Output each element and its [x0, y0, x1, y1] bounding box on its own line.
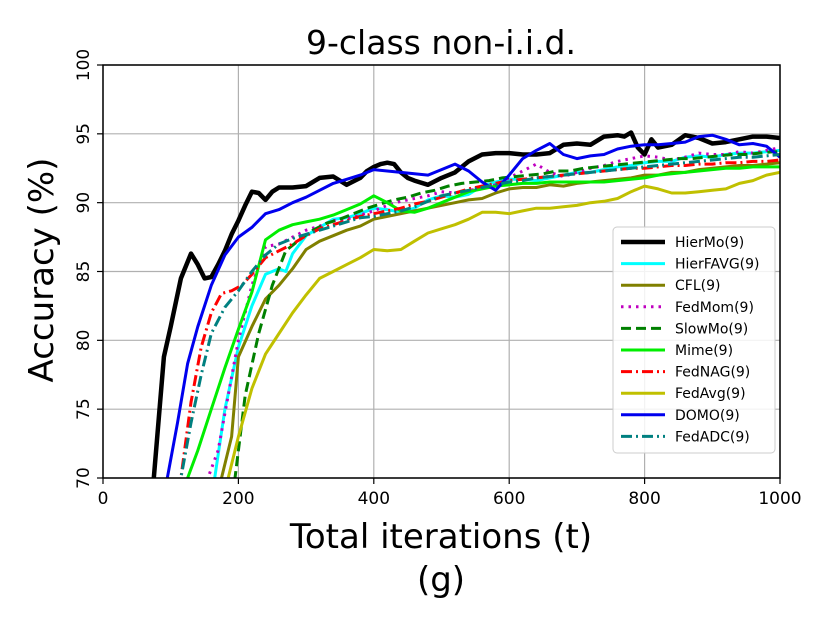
y-tick-label: 80 [74, 330, 94, 352]
legend-label: FedNAG(9) [675, 365, 750, 381]
series-line-slowmo-9 [233, 150, 780, 478]
series-layer [151, 130, 780, 478]
y-tick-label: 85 [74, 261, 94, 283]
legend: HierMo(9) HierFAVG(9) CFL(9) FedMom(9) SlowM… [612, 226, 776, 454]
legend-label: FedMom(9) [675, 300, 754, 316]
x-tick-label: 200 [222, 489, 254, 509]
y-axis-label: Accuracy (%) [22, 158, 62, 383]
legend-label: CFL(9) [675, 278, 720, 294]
y-tick-label: 70 [74, 467, 94, 489]
legend-label: FedAvg(9) [675, 386, 746, 402]
x-axis: 0 200 400 600 800 1000 [98, 478, 802, 509]
legend-label: HierFAVG(9) [675, 257, 760, 273]
y-axis: 70 75 80 85 90 95 100 [74, 49, 103, 489]
x-tick-label: 1000 [758, 489, 801, 509]
series-line-fedadc-9 [179, 153, 780, 478]
x-tick-label: 600 [493, 489, 525, 509]
y-tick-label: 95 [74, 123, 94, 145]
legend-box [612, 226, 776, 454]
x-tick-label: 800 [628, 489, 660, 509]
y-tick-label: 75 [74, 398, 94, 420]
x-tick-label: 400 [358, 489, 390, 509]
x-tick-label: 0 [98, 489, 109, 509]
series-line-domo-9 [165, 133, 780, 478]
y-tick-label: 100 [74, 49, 94, 81]
legend-label: Mime(9) [675, 343, 733, 359]
legend-label: FedADC(9) [675, 429, 750, 445]
y-tick-label: 90 [74, 192, 94, 214]
chart-title: 9-class non-i.i.d. [306, 23, 576, 62]
legend-label: HierMo(9) [675, 235, 744, 251]
x-axis-label: Total iterations (t) [289, 517, 592, 557]
series-line-hiermo-9 [151, 130, 780, 478]
legend-label: SlowMo(9) [675, 321, 748, 337]
series-line-fedavg-9 [226, 170, 780, 478]
figure-caption: (g) [417, 560, 465, 600]
legend-label: DOMO(9) [675, 408, 740, 424]
